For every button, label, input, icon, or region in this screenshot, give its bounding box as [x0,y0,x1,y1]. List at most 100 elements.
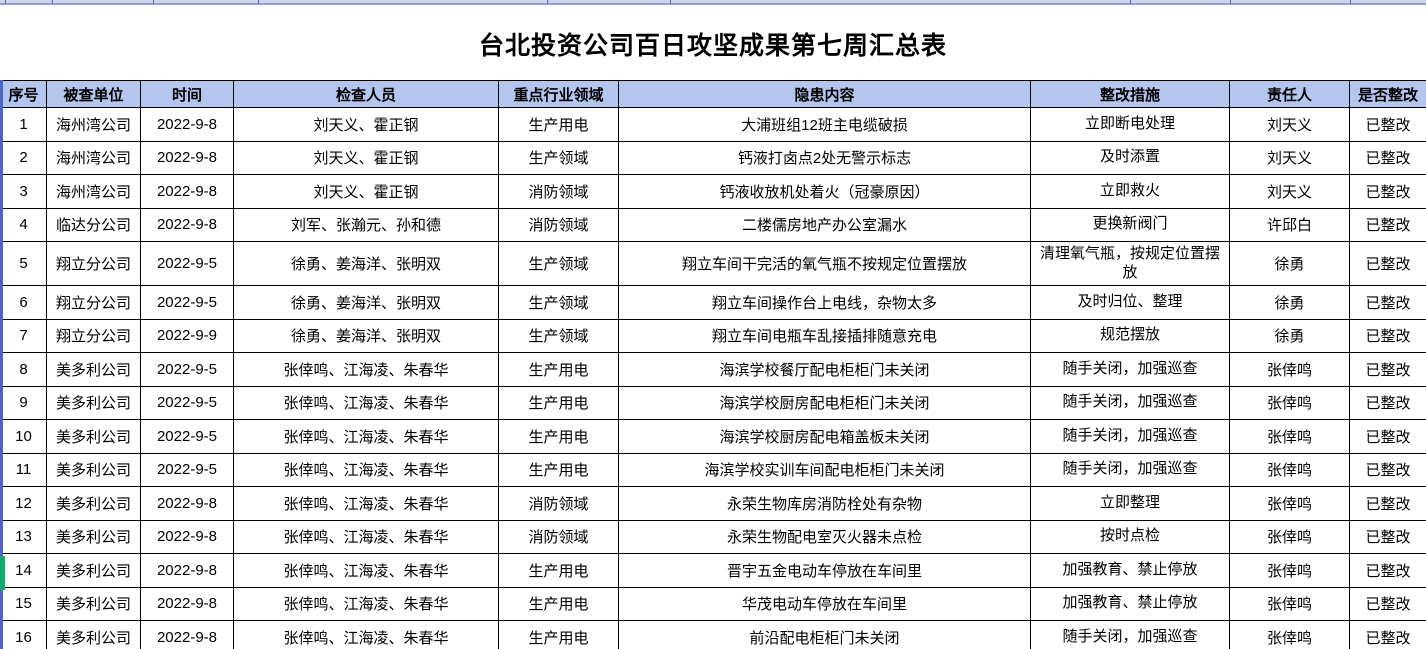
table-row: 14 美多利公司 2022-9-8 张倖鸣、江海凌、朱春华 生产用电 晋宇五金电动车停放在… [0,553,1426,588]
cell-measure: 随手关闭，加强巡查 [1030,352,1230,387]
cell-date: 2022-9-5 [140,285,234,320]
cell-status: 已整改 [1349,553,1426,588]
cell-date: 2022-9-8 [140,486,234,521]
cell-date: 2022-9-5 [140,241,234,286]
column-header-industry: 重点行业领域 [498,80,619,108]
cell-status: 已整改 [1349,107,1426,142]
cell-date: 2022-9-8 [140,107,234,142]
cell-measure: 清理氧气瓶，按规定位置摆放 [1030,241,1230,286]
cell-owner: 徐勇 [1229,285,1350,320]
table-row: 1 海州湾公司 2022-9-8 刘天义、霍正钢 生产用电 大浦班组12班主电缆破损 立即断… [0,107,1426,142]
cell-owner: 徐勇 [1229,318,1350,353]
strip-column-divider [1130,0,1131,4]
column-header-date: 时间 [140,80,234,108]
cell-industry: 生产领域 [498,241,619,286]
cell-unit: 美多利公司 [46,553,141,588]
cell-inspectors: 张倖鸣、江海凌、朱春华 [233,385,499,420]
cutoff-row-strip [0,0,1426,5]
cell-unit: 翔立分公司 [46,318,141,353]
cell-no: 11 [0,452,47,487]
cell-measure: 加强教育、禁止停放 [1030,586,1230,621]
row14-green-marker [0,556,5,590]
cell-owner: 张倖鸣 [1229,519,1350,554]
cell-unit: 美多利公司 [46,419,141,454]
cell-issue: 永荣生物配电室灭火器未点检 [618,519,1031,554]
cell-owner: 张倖鸣 [1229,620,1350,649]
cell-industry: 消防领域 [498,486,619,521]
cell-issue: 晋宇五金电动车停放在车间里 [618,553,1031,588]
cell-date: 2022-9-8 [140,553,234,588]
table-row: 8 美多利公司 2022-9-5 张倖鸣、江海凌、朱春华 生产用电 海滨学校餐厅配电柜柜门… [0,352,1426,387]
cell-inspectors: 张倖鸣、江海凌、朱春华 [233,452,499,487]
cell-unit: 翔立分公司 [46,285,141,320]
cell-no: 14 [0,553,47,588]
cell-no: 5 [0,241,47,286]
cell-owner: 张倖鸣 [1229,586,1350,621]
cell-issue: 钙液收放机处着火（冠豪原因） [618,174,1031,209]
cell-issue: 永荣生物库房消防栓处有杂物 [618,486,1031,521]
table-row: 10 美多利公司 2022-9-5 张倖鸣、江海凌、朱春华 生产用电 海滨学校厨房配电箱盖… [0,419,1426,454]
strip-column-divider [670,0,671,4]
cell-owner: 张倖鸣 [1229,553,1350,588]
cell-measure: 立即救火 [1030,174,1230,209]
cell-measure: 随手关闭，加强巡查 [1030,620,1230,649]
cell-industry: 生产领域 [498,140,619,175]
cell-inspectors: 张倖鸣、江海凌、朱春华 [233,586,499,621]
cell-inspectors: 张倖鸣、江海凌、朱春华 [233,519,499,554]
cell-industry: 生产用电 [498,620,619,649]
cell-status: 已整改 [1349,174,1426,209]
strip-column-divider [5,0,6,4]
cell-inspectors: 徐勇、姜海洋、张明双 [233,318,499,353]
cell-inspectors: 张倖鸣、江海凌、朱春华 [233,553,499,588]
cell-measure: 随手关闭，加强巡查 [1030,452,1230,487]
column-header-issue: 隐患内容 [618,80,1031,108]
cell-unit: 美多利公司 [46,385,141,420]
header-row: 序号 被查单位 时间 检查人员 重点行业领域 隐患内容 整改措施 责任人 是否整改 [0,80,1426,108]
cell-owner: 张倖鸣 [1229,385,1350,420]
cell-date: 2022-9-8 [140,174,234,209]
cell-measure: 规范摆放 [1030,318,1230,353]
cell-unit: 美多利公司 [46,620,141,649]
strip-column-divider [1230,0,1231,4]
cell-industry: 生产用电 [498,385,619,420]
cell-measure: 更换新阀门 [1030,207,1230,242]
table-row: 7 翔立分公司 2022-9-9 徐勇、姜海洋、张明双 生产领域 翔立车间电瓶车乱接插排随… [0,318,1426,353]
sheet-left-edge [0,80,5,649]
cell-status: 已整改 [1349,620,1426,649]
cell-date: 2022-9-8 [140,207,234,242]
strip-column-divider [258,0,259,4]
cell-inspectors: 刘天义、霍正钢 [233,107,499,142]
cell-no: 4 [0,207,47,242]
cell-date: 2022-9-5 [140,352,234,387]
cell-inspectors: 徐勇、姜海洋、张明双 [233,285,499,320]
summary-table: 序号 被查单位 时间 检查人员 重点行业领域 隐患内容 整改措施 责任人 是否整改 1 海州湾公司… [0,80,1426,649]
cell-date: 2022-9-5 [140,419,234,454]
cell-owner: 许邱白 [1229,207,1350,242]
cell-issue: 二楼儒房地产办公室漏水 [618,207,1031,242]
cell-unit: 海州湾公司 [46,140,141,175]
cell-industry: 生产用电 [498,553,619,588]
column-header-inspectors: 检查人员 [233,80,499,108]
cell-industry: 生产用电 [498,452,619,487]
table-header: 序号 被查单位 时间 检查人员 重点行业领域 隐患内容 整改措施 责任人 是否整改 [0,80,1426,108]
table-row: 5 翔立分公司 2022-9-5 徐勇、姜海洋、张明双 生产领域 翔立车间干完活的氧气瓶不… [0,241,1426,286]
cell-status: 已整改 [1349,385,1426,420]
table-row: 15 美多利公司 2022-9-8 张倖鸣、江海凌、朱春华 生产用电 华茂电动车停放在车间… [0,586,1426,621]
cell-issue: 翔立车间电瓶车乱接插排随意充电 [618,318,1031,353]
cell-industry: 消防领域 [498,207,619,242]
cell-unit: 临达分公司 [46,207,141,242]
cell-inspectors: 徐勇、姜海洋、张明双 [233,241,499,286]
cell-inspectors: 张倖鸣、江海凌、朱春华 [233,486,499,521]
table-row: 4 临达分公司 2022-9-8 刘军、张瀚元、孙和德 消防领域 二楼儒房地产办公室漏水更… [0,207,1426,242]
cell-owner: 刘天义 [1229,174,1350,209]
cell-status: 已整改 [1349,486,1426,521]
cell-status: 已整改 [1349,318,1426,353]
cell-measure: 按时点检 [1030,519,1230,554]
cell-owner: 张倖鸣 [1229,486,1350,521]
cell-no: 1 [0,107,47,142]
cell-no: 3 [0,174,47,209]
cell-unit: 美多利公司 [46,486,141,521]
cell-no: 6 [0,285,47,320]
cell-owner: 刘天义 [1229,107,1350,142]
cell-issue: 海滨学校餐厅配电柜柜门未关闭 [618,352,1031,387]
